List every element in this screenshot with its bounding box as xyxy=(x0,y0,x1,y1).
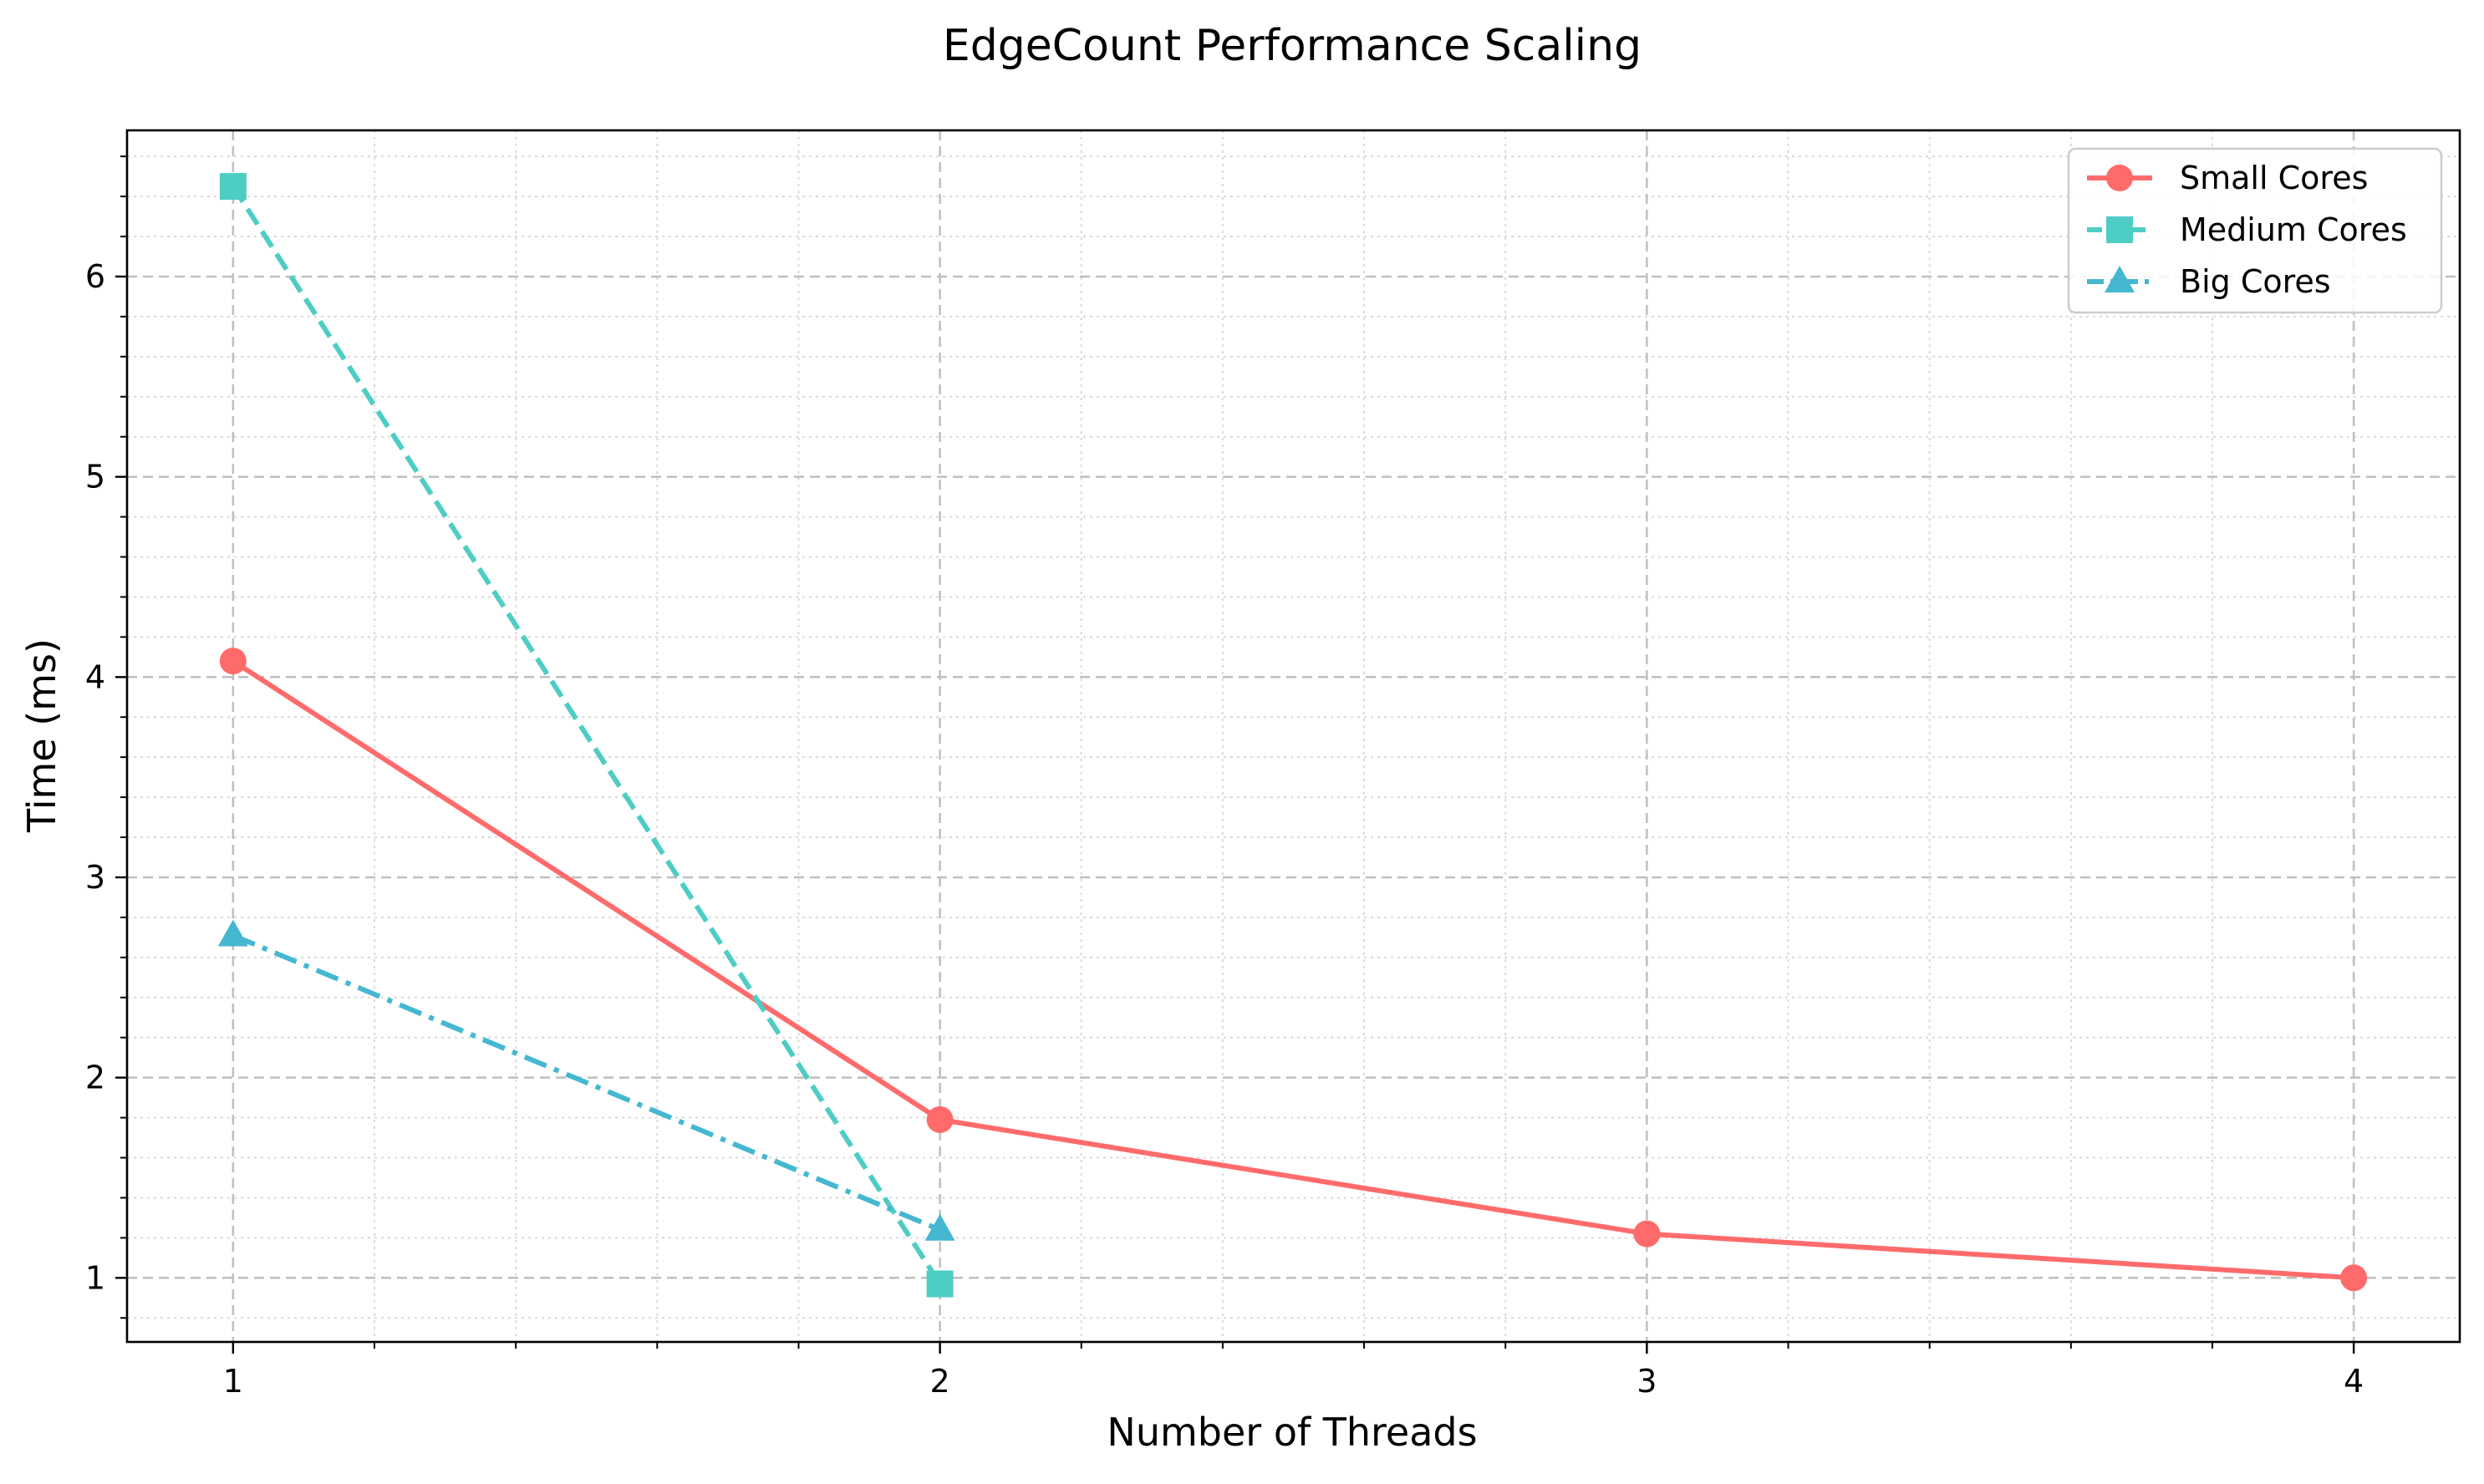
x-tick-label: 1 xyxy=(223,1363,243,1400)
y-axis-label: Time (ms) xyxy=(19,638,64,833)
series-line xyxy=(232,933,941,1232)
series-small-cores xyxy=(219,648,2368,1292)
y-tick-label: 1 xyxy=(85,1259,105,1296)
y-tick-label: 6 xyxy=(85,258,105,295)
axes: 1 2 3 4 1 2 3 4 5 6 xyxy=(85,129,2461,1400)
legend-label: Big Cores xyxy=(2180,263,2331,300)
y-tick-label: 5 xyxy=(85,459,105,496)
legend-entry: Big Cores xyxy=(2087,263,2331,300)
series-line xyxy=(231,185,943,1286)
series-line xyxy=(232,658,2354,1281)
x-tick-label: 4 xyxy=(2344,1363,2364,1400)
plot-frame xyxy=(125,129,2461,1344)
legend-marker xyxy=(2106,165,2133,191)
chart-title: EdgeCount Performance Scaling xyxy=(943,21,1642,71)
legend-entry: Small Cores xyxy=(2087,160,2368,196)
data-point xyxy=(1633,1220,1661,1248)
y-tick-label: 4 xyxy=(85,658,105,695)
data-point xyxy=(219,173,247,201)
grid xyxy=(127,130,2460,1342)
series-group xyxy=(217,173,2368,1298)
x-tick-label: 3 xyxy=(1636,1363,1657,1400)
data-point xyxy=(217,919,248,947)
x-axis-label: Number of Threads xyxy=(1107,1410,1477,1455)
data-point xyxy=(926,1105,954,1133)
legend-entry: Medium Cores xyxy=(2087,211,2407,248)
y-tick-label: 3 xyxy=(85,859,105,896)
y-tick-label: 2 xyxy=(85,1060,105,1096)
legend: Small Cores Medium Cores Big Cores xyxy=(2067,147,2443,314)
series-big-cores xyxy=(217,919,955,1241)
data-point xyxy=(219,648,247,675)
legend-box xyxy=(2067,147,2443,314)
legend-marker xyxy=(2106,216,2133,243)
data-point xyxy=(924,1213,955,1241)
legend-marker xyxy=(2105,266,2135,292)
legend-label: Small Cores xyxy=(2180,160,2368,196)
data-point xyxy=(926,1270,954,1298)
x-tick-label: 2 xyxy=(930,1363,950,1400)
data-point xyxy=(2340,1264,2368,1292)
legend-label: Medium Cores xyxy=(2180,211,2407,248)
series-medium-cores xyxy=(219,173,954,1298)
